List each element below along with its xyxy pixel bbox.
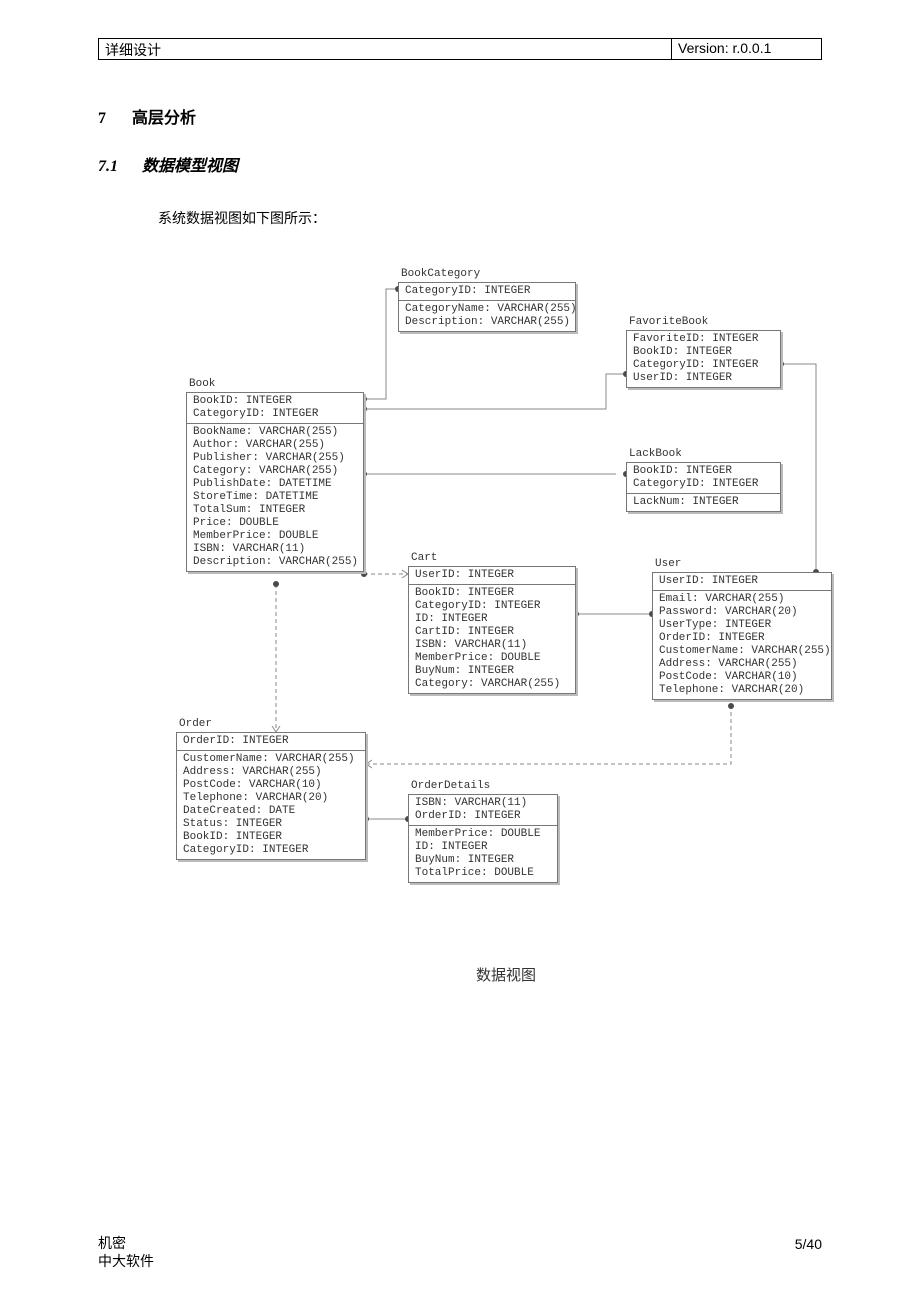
- subsection-number: 7.1: [98, 158, 142, 176]
- section-number: 7: [98, 110, 132, 128]
- entity-title: LackBook: [629, 448, 682, 460]
- entity-title: OrderDetails: [411, 780, 490, 792]
- document-page: 详细设计 Version: r.0.0.1 7高层分析 7.1数据模型视图 系统…: [98, 38, 822, 944]
- entity-user: UserUserID: INTEGEREmail: VARCHAR(255) P…: [652, 572, 832, 700]
- footer-org: 中大软件: [98, 1254, 154, 1272]
- footer-left: 机密 中大软件: [98, 1236, 154, 1272]
- entity-pk: BookID: INTEGER CategoryID: INTEGER: [627, 463, 780, 493]
- entity-favoritebook: FavoriteBookFavoriteID: INTEGER BookID: …: [626, 330, 781, 388]
- entity-attrs: CategoryName: VARCHAR(255) Description: …: [399, 300, 575, 331]
- entity-title: Book: [189, 378, 215, 390]
- subsection-title: 数据模型视图: [142, 158, 238, 175]
- section-title: 高层分析: [132, 110, 196, 127]
- entity-title: Order: [179, 718, 212, 730]
- header-title: 详细设计: [99, 39, 671, 59]
- entity-order: OrderOrderID: INTEGERCustomerName: VARCH…: [176, 732, 366, 860]
- entity-pk: ISBN: VARCHAR(11) OrderID: INTEGER: [409, 795, 557, 825]
- entity-title: User: [655, 558, 681, 570]
- entity-lackbook: LackBookBookID: INTEGER CategoryID: INTE…: [626, 462, 781, 512]
- entity-attrs: BookName: VARCHAR(255) Author: VARCHAR(2…: [187, 423, 363, 571]
- section-heading: 7高层分析: [98, 104, 822, 128]
- diagram-caption: 数据视图: [176, 964, 836, 985]
- entity-bookcategory: BookCategoryCategoryID: INTEGERCategoryN…: [398, 282, 576, 332]
- entity-attrs: BookID: INTEGER CategoryID: INTEGER ID: …: [409, 584, 575, 693]
- entity-pk: FavoriteID: INTEGER BookID: INTEGER Cate…: [627, 331, 780, 387]
- footer-confidential: 机密: [98, 1236, 154, 1254]
- entity-pk: BookID: INTEGER CategoryID: INTEGER: [187, 393, 363, 423]
- page-header: 详细设计 Version: r.0.0.1: [98, 38, 822, 60]
- entity-title: BookCategory: [401, 268, 480, 280]
- entity-pk: UserID: INTEGER: [409, 567, 575, 584]
- entity-cart: CartUserID: INTEGERBookID: INTEGER Categ…: [408, 566, 576, 694]
- header-version: Version: r.0.0.1: [671, 39, 821, 59]
- entity-attrs: LackNum: INTEGER: [627, 493, 780, 511]
- subsection-heading: 7.1数据模型视图: [98, 152, 822, 176]
- entity-attrs: Email: VARCHAR(255) Password: VARCHAR(20…: [653, 590, 831, 699]
- entity-title: FavoriteBook: [629, 316, 708, 328]
- entity-orderdetails: OrderDetailsISBN: VARCHAR(11) OrderID: I…: [408, 794, 558, 883]
- entity-attrs: CustomerName: VARCHAR(255) Address: VARC…: [177, 750, 365, 859]
- intro-text: 系统数据视图如下图所示：: [158, 208, 822, 228]
- entity-pk: CategoryID: INTEGER: [399, 283, 575, 300]
- entity-book: BookBookID: INTEGER CategoryID: INTEGERB…: [186, 392, 364, 572]
- entity-attrs: MemberPrice: DOUBLE ID: INTEGER BuyNum: …: [409, 825, 557, 882]
- footer-page-number: 5/40: [795, 1236, 822, 1252]
- entity-title: Cart: [411, 552, 437, 564]
- entity-pk: OrderID: INTEGER: [177, 733, 365, 750]
- entity-pk: UserID: INTEGER: [653, 573, 831, 590]
- er-diagram: 数据视图 BookCategoryCategoryID: INTEGERCate…: [176, 264, 836, 944]
